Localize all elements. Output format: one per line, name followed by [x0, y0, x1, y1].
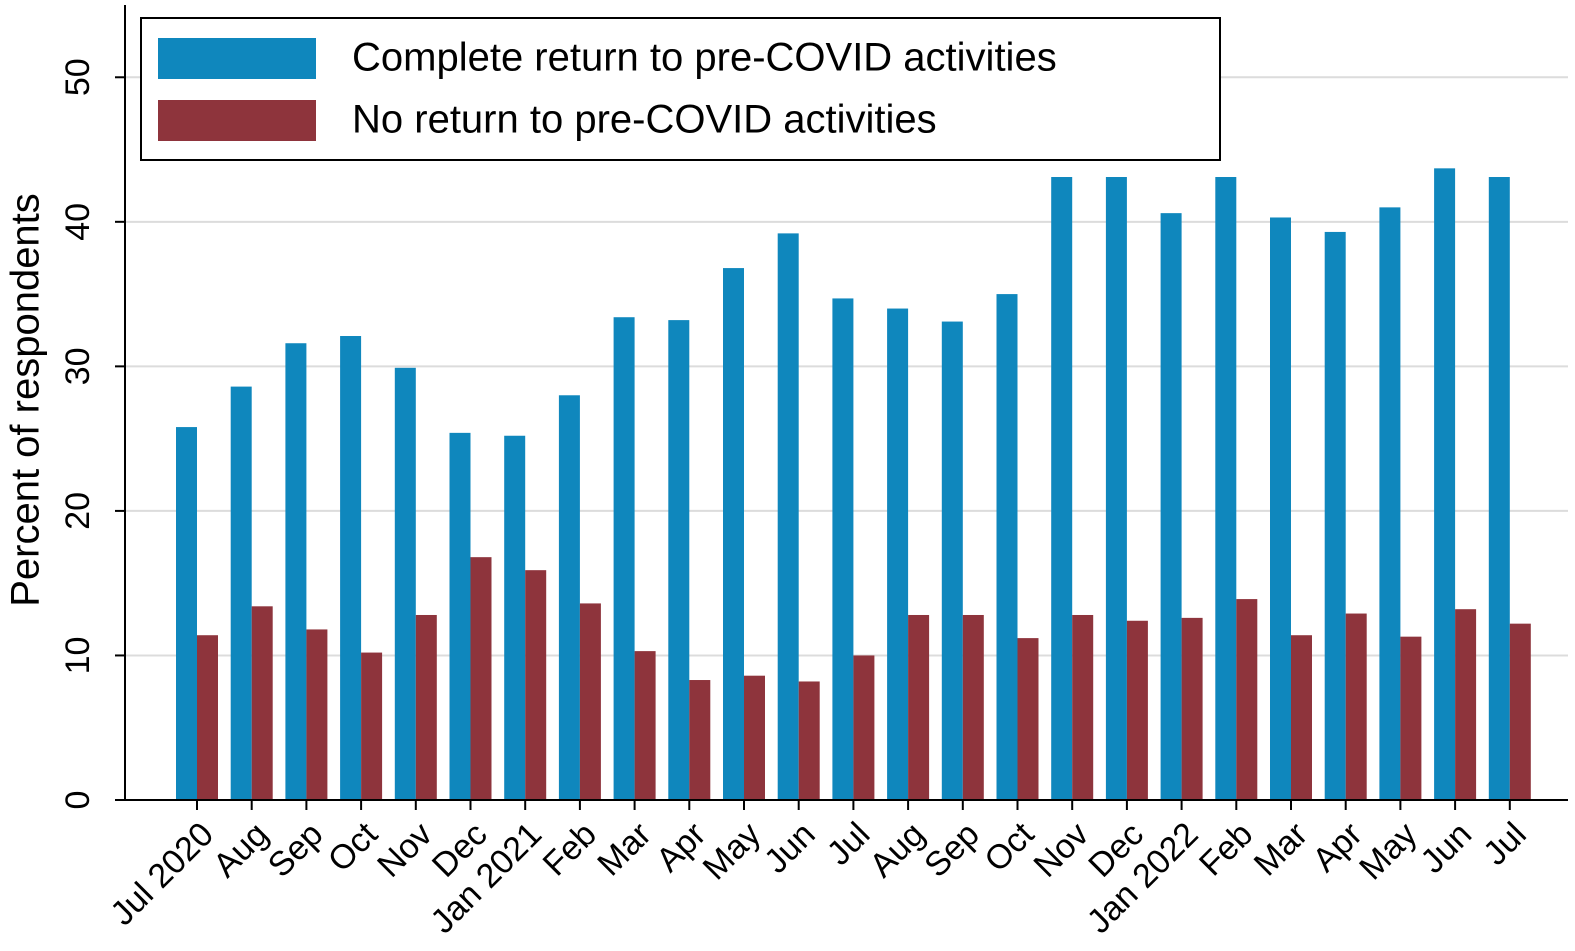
- bar: [415, 614, 437, 800]
- x-tick-label: May: [696, 815, 768, 887]
- bar: [525, 570, 547, 800]
- x-tick-label: Jul: [1476, 815, 1534, 873]
- bar: [908, 614, 930, 800]
- bar: [853, 655, 875, 800]
- bar: [1455, 609, 1477, 800]
- bar: [723, 268, 744, 800]
- y-axis-label: Percent of respondents: [4, 193, 48, 607]
- bar: [798, 681, 820, 800]
- bar: [1181, 617, 1203, 800]
- bar: [777, 233, 799, 800]
- y-tick-label: 10: [59, 637, 97, 675]
- bar: [887, 308, 909, 800]
- legend-swatch: [158, 100, 316, 141]
- bar: [197, 635, 218, 800]
- bar: [394, 367, 416, 800]
- bar: [668, 320, 690, 800]
- x-tick-label: Mar: [1247, 815, 1315, 883]
- bar: [1017, 638, 1039, 800]
- x-tick-label: Sep: [261, 815, 331, 885]
- x-tick-label: Oct: [321, 815, 386, 880]
- bar: [1236, 599, 1258, 800]
- x-tick-label: May: [1352, 815, 1424, 887]
- bar: [449, 432, 471, 800]
- bar: [1434, 168, 1456, 800]
- legend-box: [140, 17, 1221, 161]
- y-tick-label: 40: [59, 203, 97, 241]
- bar: [306, 629, 328, 800]
- x-tick-label: Aug: [206, 815, 276, 885]
- y-tick-label: 30: [59, 347, 97, 385]
- x-tick-label: Feb: [536, 815, 604, 883]
- bar: [1072, 614, 1094, 800]
- bar: [1324, 231, 1346, 800]
- bar: [176, 427, 197, 800]
- bar: [941, 321, 963, 800]
- bar: [1488, 177, 1510, 800]
- bar: [1400, 636, 1422, 800]
- legend-label: No return to pre-COVID activities: [352, 98, 937, 142]
- bar: [285, 343, 307, 800]
- legend-label: Complete return to pre-COVID activities: [352, 36, 1057, 80]
- x-tick-label: Jun: [757, 815, 823, 881]
- y-tick-label: 20: [59, 492, 97, 530]
- bar: [251, 606, 273, 800]
- bar: [1126, 620, 1148, 800]
- bar: [1291, 635, 1312, 800]
- bar: [1051, 177, 1073, 800]
- bar: [340, 336, 362, 800]
- x-tick-label: Jul 2020: [103, 815, 221, 933]
- bar: [230, 386, 252, 800]
- x-tick-label: Aug: [862, 815, 932, 885]
- axes: [124, 5, 1568, 801]
- bar: [1105, 177, 1127, 800]
- y-tick-label: 50: [59, 58, 97, 96]
- bar: [962, 614, 984, 800]
- x-tick-label: Jun: [1413, 815, 1479, 881]
- bar: [1345, 613, 1367, 800]
- bar: [504, 435, 526, 800]
- bar: [613, 317, 635, 800]
- bar: [996, 294, 1018, 800]
- bar: [1270, 217, 1291, 800]
- legend-swatch: [158, 38, 316, 79]
- bar: [1379, 207, 1401, 800]
- x-tick-label: Mar: [590, 815, 658, 883]
- bar: [1215, 177, 1237, 800]
- x-tick-label: Nov: [1027, 815, 1097, 885]
- bar: [579, 603, 601, 800]
- bar: [634, 651, 656, 800]
- bar: [361, 652, 383, 800]
- bar: [1160, 213, 1182, 801]
- x-tick-label: Sep: [917, 815, 987, 885]
- x-tick-label: Feb: [1192, 815, 1260, 883]
- bar: [832, 298, 854, 800]
- bar: [689, 680, 711, 800]
- bar: [558, 395, 580, 800]
- bar: [744, 675, 765, 800]
- x-tick-label: Oct: [977, 815, 1042, 880]
- bar: [470, 557, 492, 800]
- y-tick-label: 0: [59, 791, 97, 810]
- x-tick-label: Nov: [370, 815, 440, 885]
- bar: [1509, 623, 1531, 800]
